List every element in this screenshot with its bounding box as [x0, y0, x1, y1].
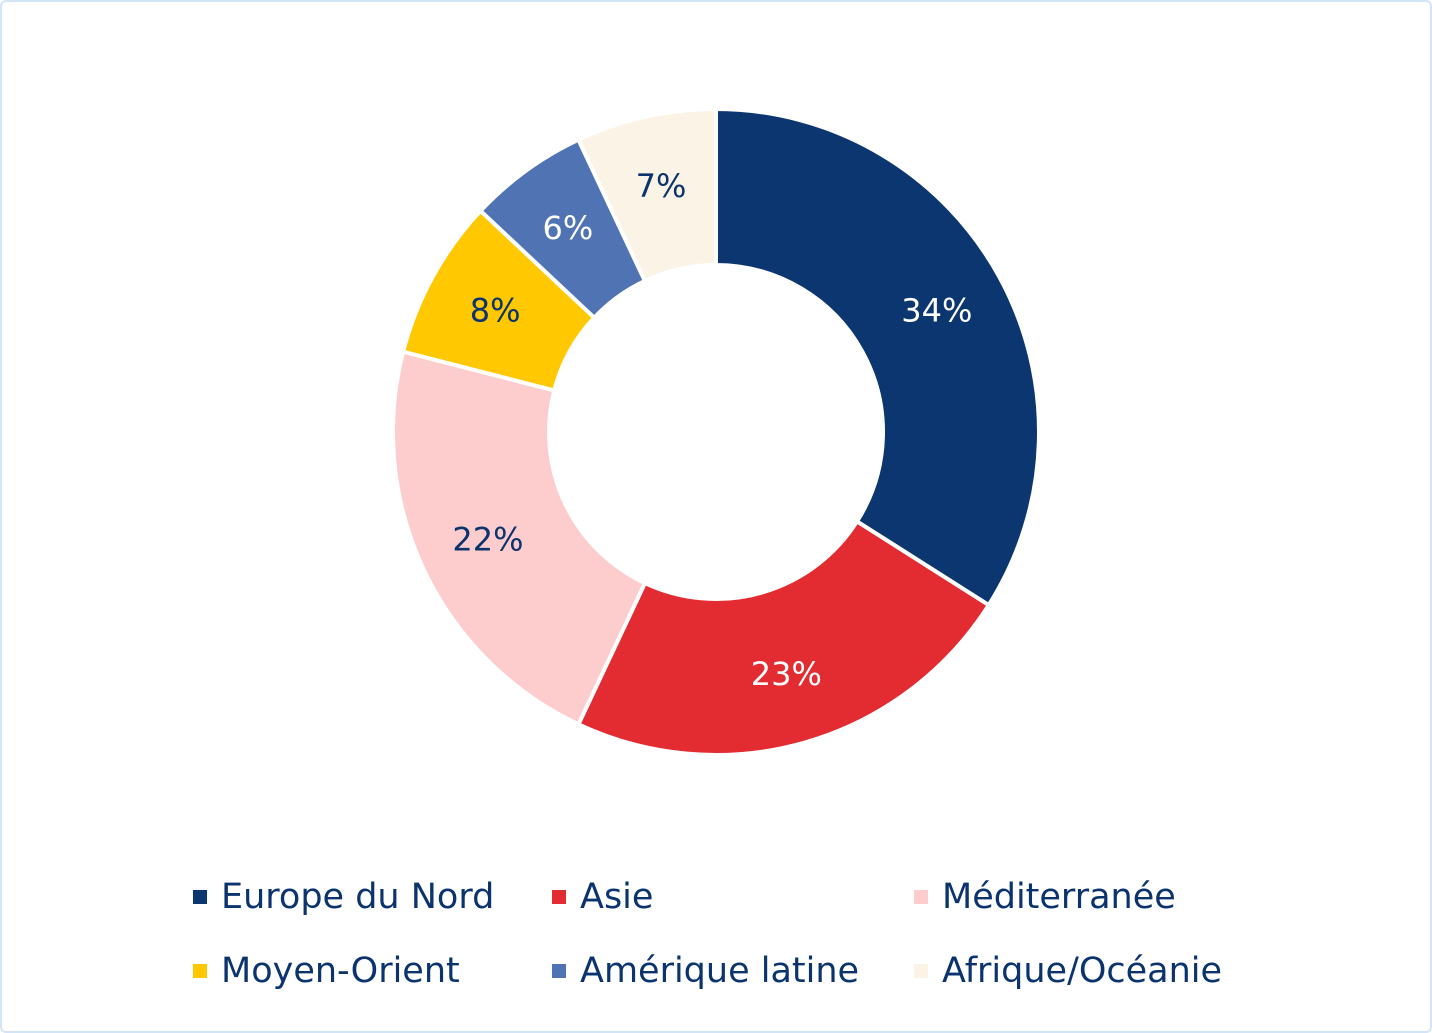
data-label-moyen-orient: 8% [470, 292, 521, 330]
legend-label: Moyen-Orient [221, 951, 460, 991]
legend-swatch [552, 890, 566, 904]
data-label-afrique-oceanie: 7% [636, 167, 687, 205]
data-label-amerique-latine: 6% [542, 209, 593, 247]
legend-item-asie: Asie [552, 875, 653, 919]
donut-labels: 34% 23% 22% 8% 6% 7% [452, 167, 972, 693]
legend-item-mediterranee: Méditerranée [914, 875, 1176, 919]
data-label-mediterranee: 22% [452, 520, 523, 558]
legend-label: Amérique latine [580, 951, 860, 991]
legend-label: Asie [580, 877, 654, 917]
legend-label: Méditerranée [942, 877, 1176, 917]
legend-swatch [193, 964, 207, 978]
data-label-asie: 23% [751, 655, 822, 693]
legend-item-europe-du-nord: Europe du Nord [193, 875, 494, 919]
legend-item-afrique-oceanie: Afrique/Océanie [914, 949, 1222, 993]
data-label-europe-du-nord: 34% [901, 292, 972, 330]
legend-label: Afrique/Océanie [942, 951, 1223, 991]
legend-label: Europe du Nord [221, 877, 495, 917]
slice-mediterranee [391, 349, 648, 727]
slice-europe-du-nord [714, 106, 1041, 608]
legend-swatch [552, 964, 566, 978]
legend-swatch [914, 890, 928, 904]
legend-item-moyen-orient: Moyen-Orient [193, 949, 460, 993]
donut-slices [391, 106, 1041, 757]
slice-afrique-oceanie [575, 106, 718, 284]
legend-item-amerique-latine: Amérique latine [552, 949, 859, 993]
legend-swatch [193, 890, 207, 904]
legend-swatch [914, 964, 928, 978]
slice-asie [575, 518, 992, 757]
